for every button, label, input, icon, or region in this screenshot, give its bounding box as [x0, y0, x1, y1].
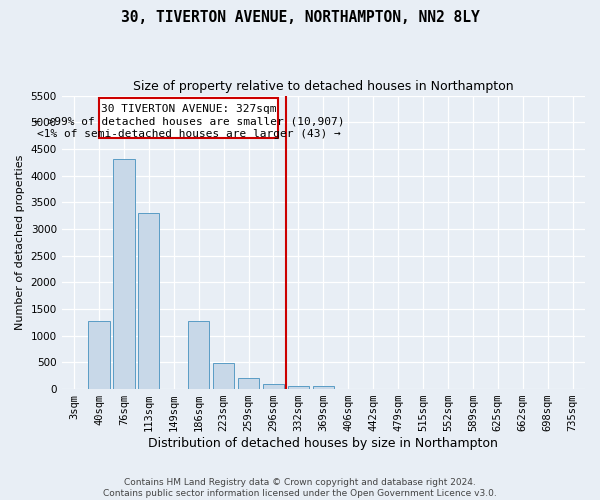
- Bar: [113, 158, 134, 389]
- Bar: [188, 321, 209, 389]
- Text: Contains HM Land Registry data © Crown copyright and database right 2024.
Contai: Contains HM Land Registry data © Crown c…: [103, 478, 497, 498]
- Title: Size of property relative to detached houses in Northampton: Size of property relative to detached ho…: [133, 80, 514, 93]
- Text: <1% of semi-detached houses are larger (43) →: <1% of semi-detached houses are larger (…: [37, 128, 341, 138]
- Bar: [313, 386, 334, 389]
- Bar: [263, 384, 284, 389]
- Text: 30 TIVERTON AVENUE: 327sqm: 30 TIVERTON AVENUE: 327sqm: [101, 104, 277, 114]
- Bar: [288, 386, 309, 389]
- Y-axis label: Number of detached properties: Number of detached properties: [15, 154, 25, 330]
- Bar: [88, 322, 110, 389]
- Text: 30, TIVERTON AVENUE, NORTHAMPTON, NN2 8LY: 30, TIVERTON AVENUE, NORTHAMPTON, NN2 8L…: [121, 10, 479, 25]
- Bar: [213, 363, 234, 389]
- Bar: [99, 98, 278, 138]
- Text: ← >99% of detached houses are smaller (10,907): ← >99% of detached houses are smaller (1…: [34, 116, 344, 126]
- X-axis label: Distribution of detached houses by size in Northampton: Distribution of detached houses by size …: [148, 437, 498, 450]
- Bar: [238, 378, 259, 389]
- Bar: [138, 213, 160, 389]
